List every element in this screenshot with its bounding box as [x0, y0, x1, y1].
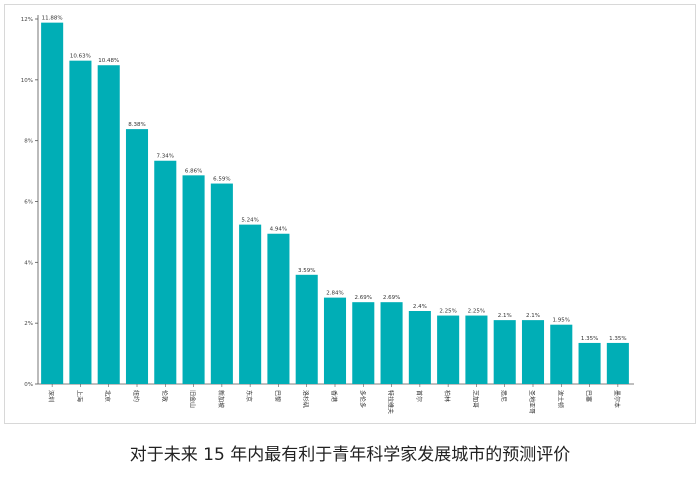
y-tick-label: 6% [24, 200, 33, 206]
data-label: 2.1% [526, 313, 540, 319]
data-label: 11.88% [42, 16, 63, 22]
bar [125, 129, 149, 384]
y-tick-label: 8% [24, 139, 33, 145]
chart-title: 对于未来 15 年内最有利于青年科学家发展城市的预测评价 [129, 445, 571, 465]
x-category-label: 新加坡 [217, 390, 225, 408]
bar [182, 175, 205, 384]
data-label: 2.69% [383, 295, 400, 301]
data-label: 4.94% [270, 227, 287, 233]
data-label: 6.59% [213, 177, 230, 183]
bar [437, 315, 460, 384]
data-label: 10.63% [70, 54, 91, 60]
data-label: 7.34% [157, 154, 174, 160]
x-category-label: 上海 [75, 390, 83, 402]
bar-chart: 0% 2% 4% 6% 8% 10% 12% 11.88% 深圳 10.63% 上海 10.48% 北京… [21, 15, 634, 414]
bar [550, 324, 573, 384]
y-tick-label: 0% [24, 382, 33, 388]
x-category-label: 香港 [330, 390, 338, 402]
x-category-label: 东京 [245, 390, 253, 402]
data-label: 2.69% [355, 295, 372, 301]
bar [210, 183, 233, 384]
bar [154, 160, 177, 384]
bar [41, 22, 64, 385]
x-category-label: 伦敦 [160, 390, 168, 402]
x-category-label: 特拉维夫 [387, 390, 395, 414]
data-label: 2.84% [326, 291, 343, 297]
data-label: 3.59% [298, 268, 315, 274]
x-category-label: 悉尼 [500, 390, 508, 402]
y-tick-label: 2% [24, 321, 33, 327]
bar [408, 311, 431, 384]
data-label: 6.86% [185, 168, 202, 174]
x-category-label: 芝加哥 [471, 390, 479, 408]
bar [295, 274, 318, 384]
x-category-label: 多伦多 [358, 390, 366, 408]
bar [380, 302, 403, 384]
x-category-label: 巴黎 [273, 390, 281, 402]
bar [352, 302, 375, 384]
x-category-label: 巴塞 [585, 390, 593, 402]
bar [323, 297, 347, 384]
bar [69, 60, 92, 384]
data-label: 2.25% [468, 309, 485, 315]
y-tick-label: 10% [21, 78, 33, 84]
data-label: 5.24% [241, 218, 258, 224]
data-label: 2.25% [439, 309, 456, 315]
data-label: 8.38% [128, 122, 145, 128]
bar [239, 224, 262, 384]
y-tick-label: 4% [24, 260, 33, 266]
bar [521, 320, 545, 384]
x-category-label: 墨尔本 [613, 390, 621, 408]
bar [493, 320, 516, 384]
x-category-label: 圣地亚哥 [528, 390, 536, 414]
y-tick-label: 12% [21, 17, 33, 23]
data-label: 1.35% [609, 336, 626, 342]
x-category-label: 柏林 [443, 390, 451, 402]
x-category-label: 深圳 [47, 390, 55, 402]
data-label: 2.1% [498, 313, 512, 319]
data-label: 1.35% [581, 336, 598, 342]
data-label: 1.95% [553, 318, 570, 324]
x-category-label: 旧金山 [189, 390, 197, 408]
bar [465, 315, 488, 384]
x-category-label: 首尔 [415, 390, 423, 402]
bar [267, 233, 290, 384]
bar [606, 342, 629, 384]
x-category-label: 北京 [104, 390, 112, 402]
x-category-label: 波士顿 [556, 390, 564, 408]
bar [578, 342, 601, 384]
bar [97, 65, 120, 384]
x-category-label: 洛杉矶 [302, 390, 310, 408]
data-label: 2.4% [413, 304, 427, 310]
x-category-label: 纽约 [132, 390, 140, 402]
chart-frame [4, 4, 696, 424]
data-label: 10.48% [98, 58, 119, 64]
